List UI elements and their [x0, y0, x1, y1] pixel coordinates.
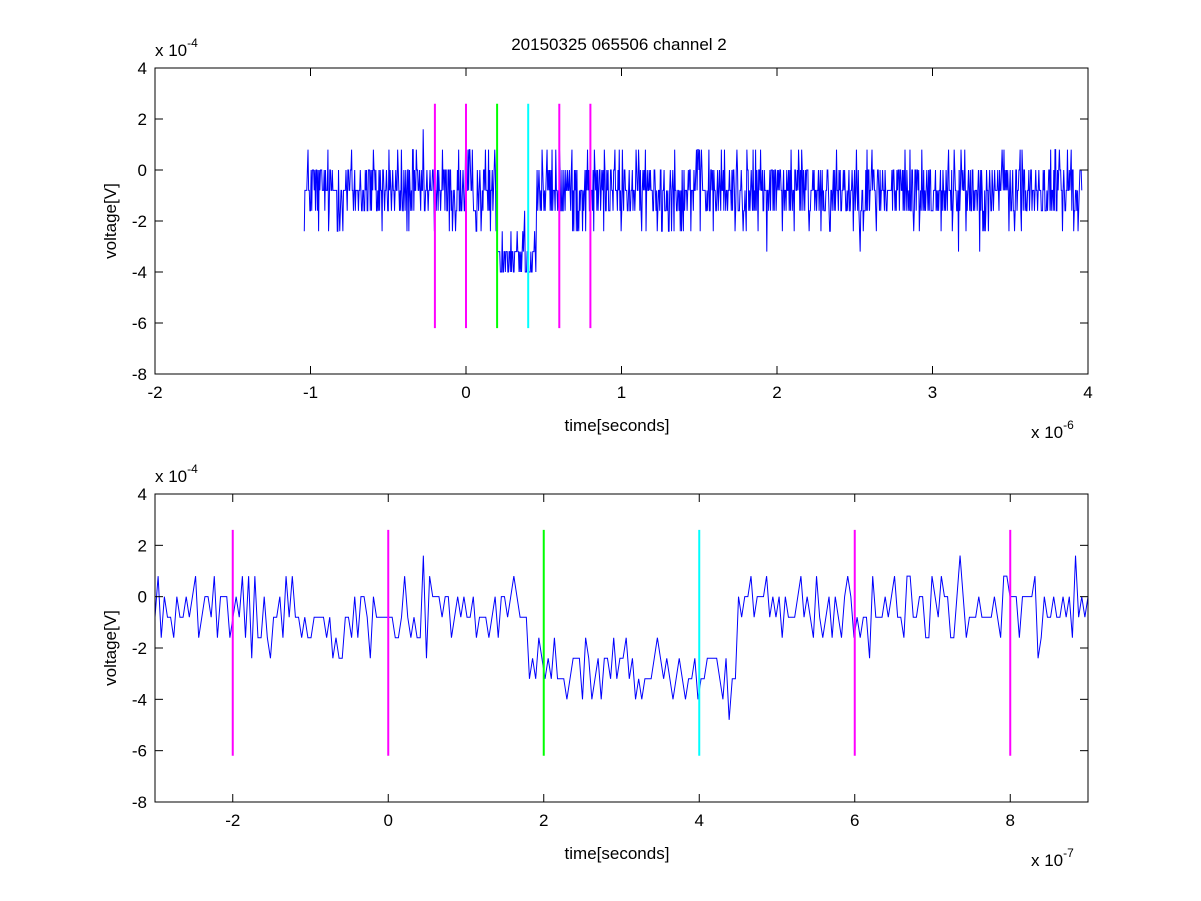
x-tick-label-bottom-5: 8 [1006, 811, 1015, 830]
x-multiplier-bottom: x 10 [1031, 851, 1063, 870]
y-tick-label-top-2: -4 [132, 263, 147, 282]
y-axis-label-bottom: voltage[V] [101, 610, 120, 686]
x-tick-label-bottom-3: 4 [695, 811, 704, 830]
x-exponent-bottom: x 10-7 [1031, 846, 1074, 870]
y-tick-label-bottom-4: 0 [138, 588, 147, 607]
y-multiplier-bottom: x 10 [155, 467, 187, 486]
signal-line-top [303, 129, 1083, 273]
x-tick-label-top-3: 1 [617, 383, 626, 402]
x-tick-label-top-4: 2 [772, 383, 781, 402]
y-tick-label-bottom-5: 2 [138, 536, 147, 555]
y-exponent-top: x 10-4 [155, 36, 198, 60]
chart-title: 20150325 065506 channel 2 [511, 35, 727, 54]
x-tick-label-bottom-0: -2 [225, 811, 240, 830]
x-exponent-value-top: -6 [1063, 418, 1074, 432]
y-tick-label-top-3: -2 [132, 212, 147, 231]
y-tick-label-top-5: 2 [138, 110, 147, 129]
x-exponent-value-bottom: -7 [1063, 846, 1074, 860]
x-multiplier-top: x 10 [1031, 423, 1063, 442]
x-exponent-top: x 10-6 [1031, 418, 1074, 442]
x-tick-label-top-2: 0 [461, 383, 470, 402]
y-tick-label-top-4: 0 [138, 161, 147, 180]
y-tick-label-bottom-0: -8 [132, 793, 147, 812]
y-exponent-value-bottom: -4 [187, 462, 198, 476]
bottom-subplot: -2 0 2 4 6 8 -8 -6 -4 -2 0 2 4 time[seconds] voltage… [101, 462, 1089, 870]
plot-area-bottom [155, 494, 1088, 802]
x-tick-label-bottom-2: 2 [539, 811, 548, 830]
y-exponent-bottom: x 10-4 [155, 462, 198, 486]
y-tick-label-bottom-2: -4 [132, 690, 147, 709]
x-tick-label-top-0: -2 [147, 383, 162, 402]
y-multiplier-top: x 10 [155, 41, 187, 60]
x-tick-label-top-6: 4 [1083, 383, 1092, 402]
x-axis-label-top: time[seconds] [565, 416, 670, 435]
x-tick-label-bottom-4: 6 [850, 811, 859, 830]
x-axis-label-bottom: time[seconds] [565, 844, 670, 863]
x-tick-label-top-1: -1 [303, 383, 318, 402]
y-axis-label-top: voltage[V] [101, 183, 120, 259]
y-tick-label-bottom-6: 4 [138, 485, 147, 504]
signal-line-bottom [154, 555, 1089, 720]
y-exponent-value-top: -4 [187, 36, 198, 50]
y-tick-label-top-1: -6 [132, 314, 147, 333]
top-subplot: 20150325 065506 channel 2 -2 -1 0 1 2 3 4 -8 -6 -… [101, 35, 1093, 442]
y-tick-label-top-0: -8 [132, 365, 147, 384]
y-tick-label-top-6: 4 [138, 59, 147, 78]
y-tick-label-bottom-3: -2 [132, 639, 147, 658]
y-tick-label-bottom-1: -6 [132, 742, 147, 761]
x-tick-label-top-5: 3 [928, 383, 937, 402]
x-tick-label-bottom-1: 0 [384, 811, 393, 830]
